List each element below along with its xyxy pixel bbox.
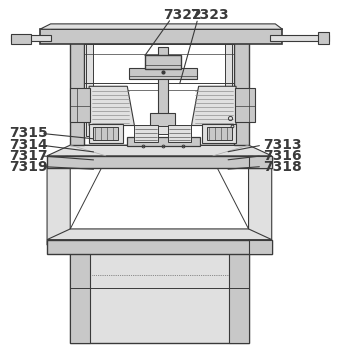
Polygon shape	[248, 154, 272, 245]
Polygon shape	[40, 24, 282, 29]
Bar	[202, 124, 236, 143]
Polygon shape	[192, 86, 236, 126]
Bar	[129, 68, 197, 79]
Text: 7316: 7316	[263, 149, 301, 163]
Text: 7317: 7317	[10, 149, 48, 163]
Text: 7322: 7322	[163, 8, 202, 22]
Bar	[47, 156, 272, 168]
Bar	[229, 245, 248, 343]
Bar	[134, 125, 158, 142]
Bar	[207, 127, 232, 140]
Bar	[248, 156, 272, 168]
Polygon shape	[47, 145, 272, 156]
Bar	[127, 137, 200, 146]
Polygon shape	[248, 240, 272, 254]
Bar	[234, 40, 248, 145]
Bar	[86, 42, 93, 136]
Text: 7318: 7318	[263, 160, 301, 174]
Bar	[318, 32, 329, 44]
Polygon shape	[89, 86, 134, 126]
Polygon shape	[47, 229, 272, 240]
Bar	[225, 42, 232, 136]
Bar	[70, 40, 84, 145]
Bar	[40, 29, 282, 44]
Bar	[158, 47, 168, 126]
Bar	[70, 245, 248, 343]
Bar	[154, 126, 172, 134]
Bar	[235, 88, 255, 122]
Bar	[93, 127, 118, 140]
Bar	[70, 88, 90, 122]
Bar	[89, 124, 123, 143]
Text: 7319: 7319	[10, 160, 48, 174]
Bar	[168, 125, 192, 142]
Polygon shape	[47, 154, 70, 245]
Bar	[11, 35, 50, 41]
Text: 7323: 7323	[190, 8, 228, 22]
Text: 7315: 7315	[10, 126, 48, 140]
Bar	[47, 240, 272, 254]
Text: 7314: 7314	[10, 138, 48, 152]
Bar	[11, 34, 31, 44]
Bar	[145, 55, 181, 69]
Bar	[150, 113, 175, 127]
Bar	[270, 35, 329, 41]
Text: 7313: 7313	[263, 138, 301, 152]
Bar	[70, 245, 90, 343]
